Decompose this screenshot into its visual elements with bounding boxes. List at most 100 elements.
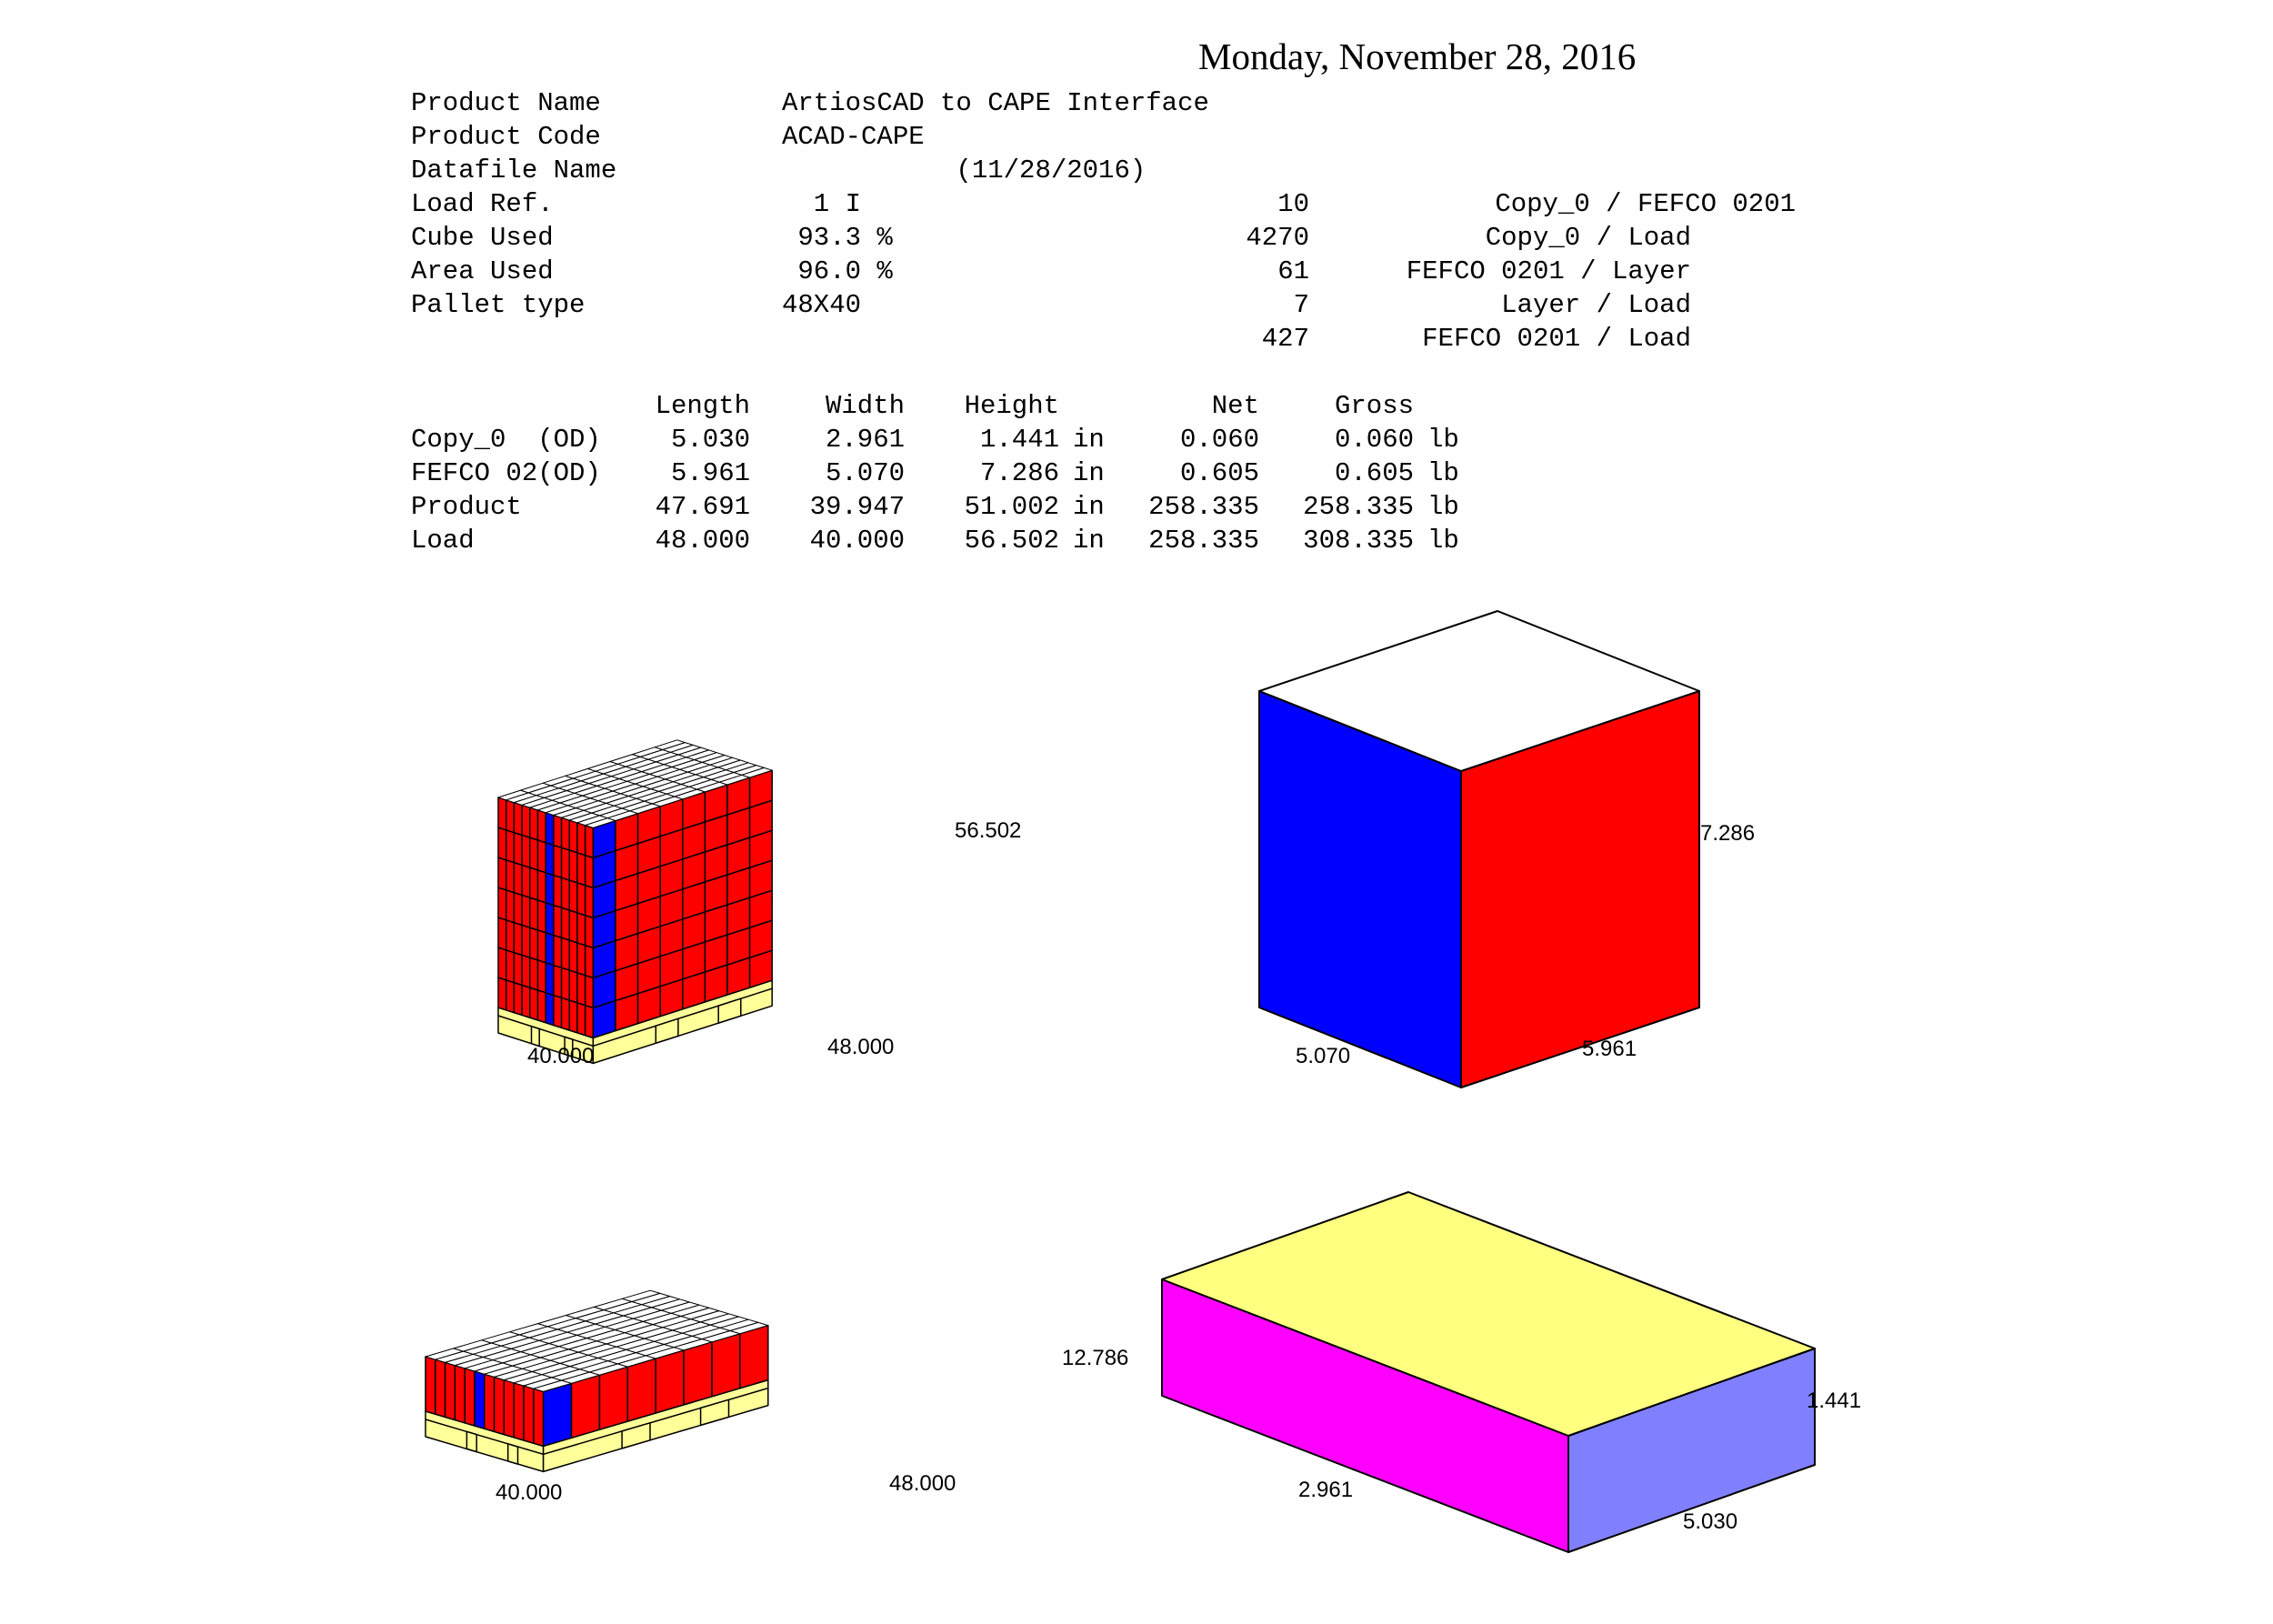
case-face-left [576,912,586,947]
case-face-left [584,914,595,949]
case-face-left [560,967,571,1001]
case-face-left [568,879,578,914]
cell-width: 2.961 [825,425,905,455]
cell-net: 258.335 [1148,526,1259,556]
cell-height: 7.286 [979,458,1059,488]
case-face-left [521,924,531,958]
summary-desc: Layer / Load [1501,290,1691,320]
case-face-left [536,839,546,874]
case-face-left [497,827,507,861]
product-box-figure [1161,1191,1816,1553]
summary-label: Pallet type [411,290,586,320]
case-face-left [497,857,507,891]
cell-gross: 258.335 [1303,492,1414,522]
case-face-left [560,877,571,911]
case-face-left [545,841,555,877]
cell-width: 40.000 [809,526,905,556]
case-face-right [739,1324,769,1389]
case-face-left [497,887,507,921]
box-face-top [1258,610,1700,772]
case-face-left [497,797,507,831]
case-face-left [568,939,578,974]
cell-length: 5.961 [670,458,750,488]
cell-height: 1.441 [979,425,1059,455]
case-face-left [576,882,586,917]
column-header: Height [964,391,1059,421]
case-face-left [521,804,531,838]
column-header: Width [825,391,905,421]
cell-net: 258.335 [1148,492,1259,522]
single-case-figure [1258,610,1700,1088]
case-face-left [533,1388,545,1448]
case-face-right [711,1332,741,1398]
case-face-left [505,829,516,864]
summary-desc: Copy_0 / FEFCO 0201 [1495,189,1796,219]
case-face-left [584,854,595,889]
case-face-left [513,1382,525,1441]
pallet-block [655,1018,679,1044]
case-face-left [553,844,563,878]
case-face-left [513,891,523,927]
load-height-label: 56.502 [955,818,1022,843]
cell-unit: in [1073,492,1105,522]
case-face-left [513,831,523,867]
case-face-left [444,1361,456,1421]
pallet-block [530,1025,540,1048]
case-length-label: 5.961 [1582,1037,1637,1061]
load-length-label: 48.000 [827,1035,895,1059]
case-face-left [584,884,595,919]
case-face-left [545,811,555,847]
case-face-left [576,822,586,857]
cell-length: 48.000 [655,526,750,556]
summary-count: 10 [1277,189,1309,219]
case-face-right [570,1374,601,1439]
cell-weight-unit: lb [1427,425,1459,455]
case-face-left [545,871,555,907]
summary-value: 1 I [782,189,862,219]
cell-width: 5.070 [825,458,905,488]
case-face-left [545,901,555,937]
case-face-left [536,929,546,964]
case-face-left [529,957,539,991]
case-face-left [529,867,539,901]
summary-value: (11/28/2016) [782,155,1147,185]
cell-net: 0.605 [1179,458,1259,488]
summary-count: 4270 [1246,223,1309,253]
pallet-block [621,1422,651,1449]
case-face-left [454,1364,466,1424]
case-face-left [493,1376,506,1436]
row-name: Product [411,492,522,522]
case-face-left [568,819,578,854]
case-face-left [553,934,563,968]
case-face-left [553,994,563,1028]
case-face-left [523,1385,535,1444]
case-face-left [553,874,563,908]
case-face-left [505,919,516,954]
column-header: Net [1211,391,1259,421]
case-face-right [542,1382,573,1448]
case-face-left [576,1002,586,1037]
cell-length: 47.691 [655,492,750,522]
case-height-label: 7.286 [1700,821,1756,846]
summary-value: 93.3 % [782,223,893,253]
single-layer-figure [425,1289,769,1473]
case-face-left [560,997,571,1031]
case-face-left [503,1378,515,1439]
case-face-left [536,899,546,934]
case-face-left [484,1373,496,1433]
summary-label: Datafile Name [411,155,617,185]
case-face-right [598,1366,629,1430]
case-face-left [521,954,531,988]
case-face-left [568,969,578,1004]
product-length-label: 5.030 [1683,1509,1738,1534]
summary-label: Product Name [411,88,601,118]
case-face-left [435,1358,446,1418]
row-name: Copy_0 (OD) [411,425,601,455]
column-header: Length [655,391,750,421]
case-face-left [576,852,586,887]
pallet-deck-line [497,987,773,1048]
summary-desc: FEFCO 0201 / Layer [1406,256,1691,286]
case-face-left [513,921,523,957]
case-face-left [513,861,523,897]
case-face-left [505,979,516,1014]
